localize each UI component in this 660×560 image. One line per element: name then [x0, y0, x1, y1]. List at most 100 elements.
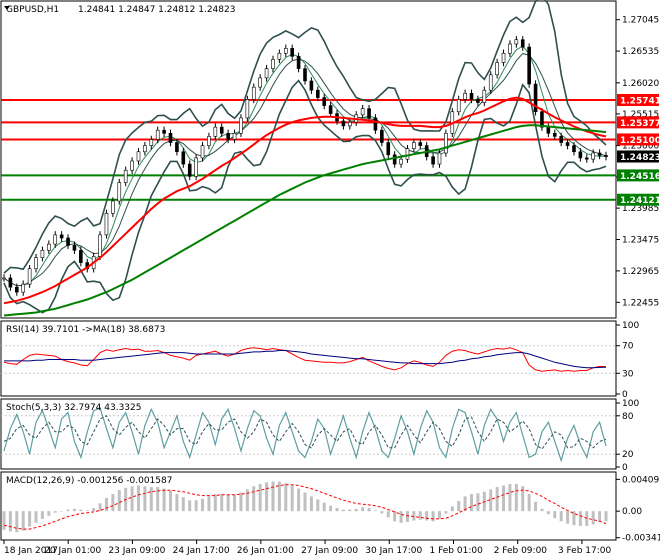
price-tick-label: 1.22455	[622, 298, 659, 308]
macd-histogram-bar	[303, 492, 307, 512]
rsi-line	[3, 347, 607, 372]
candle-body	[316, 89, 320, 98]
candle-body	[296, 56, 301, 69]
time-tick-label: 20 Jan 01:00	[44, 546, 101, 556]
candle-body	[232, 132, 237, 140]
price-tick-label: 1.26535	[622, 47, 659, 57]
candle-body	[15, 286, 19, 293]
candle-body	[72, 245, 77, 251]
macd-histogram-bar	[476, 493, 480, 512]
candle-body	[367, 108, 371, 119]
candle-body	[283, 48, 288, 54]
candle-body	[245, 99, 250, 119]
macd-histogram-bar	[181, 497, 185, 512]
macd-histogram-bar	[566, 511, 570, 524]
macd-histogram-bar	[277, 481, 281, 512]
candle-body	[213, 126, 218, 137]
macd-histogram-bar	[457, 501, 461, 512]
price-tick-label: 1.23985	[622, 204, 659, 214]
candle-body	[520, 39, 525, 48]
candle-body	[572, 145, 576, 153]
support-level-tag	[617, 169, 659, 182]
macd-histogram-bar	[322, 502, 326, 512]
candle-body	[565, 142, 570, 146]
resistance-level-tag	[617, 116, 659, 129]
macd-pane[interactable]	[0, 471, 617, 541]
macd-histogram-bar	[290, 485, 294, 512]
candle-body	[79, 249, 83, 263]
price-tick-label: 1.26020	[622, 79, 659, 89]
ma-fast-line	[3, 45, 607, 287]
candle-body	[200, 145, 205, 159]
candle-body	[136, 151, 141, 162]
candle-body	[264, 68, 269, 79]
macd-histogram-bar	[207, 496, 211, 512]
candle-body	[444, 132, 448, 154]
collapse-arrow-icon[interactable]	[4, 6, 10, 10]
candle-body	[469, 92, 474, 100]
candle-body	[360, 108, 365, 116]
candle-body	[348, 121, 352, 127]
macd-histogram-bar	[386, 511, 390, 518]
time-tick-label: 3 Feb 17:00	[558, 546, 612, 556]
stoch-signal-line	[3, 415, 607, 450]
rsi-pane[interactable]	[0, 320, 617, 397]
macd-histogram-bar	[201, 498, 205, 512]
bollinger-upper-line	[3, 0, 607, 274]
time-tick-label: 2 Feb 09:00	[494, 546, 548, 556]
macd-histogram-bar	[265, 482, 269, 512]
macd-histogram-bar	[508, 483, 512, 512]
macd-histogram-bar	[354, 508, 358, 512]
macd-histogram-bar	[572, 511, 576, 526]
candle-body	[162, 129, 166, 134]
macd-histogram-bar	[85, 510, 89, 512]
macd-tick-label: -0.00341	[622, 534, 660, 544]
price-tick-label: 1.25000	[622, 142, 659, 152]
resistance-level-tag	[617, 93, 659, 106]
candle-body	[437, 152, 442, 165]
level-labels: 1.25741 1.25377 1.25100 1.24516 1.24121 1.248…	[617, 93, 660, 206]
candle-body	[277, 52, 282, 60]
candle-body	[476, 99, 480, 103]
macd-histogram-bar	[540, 508, 544, 512]
candle-body	[501, 52, 506, 63]
candle-body	[271, 59, 275, 69]
candle-body	[8, 277, 13, 288]
candle-body	[117, 182, 122, 202]
macd-tick-label: 0.00409	[622, 475, 659, 485]
candle-body	[104, 213, 109, 236]
candle-body	[495, 62, 499, 76]
macd-histogram-bar	[130, 486, 134, 512]
candle-body	[40, 249, 45, 258]
macd-histogram-bar	[502, 485, 506, 512]
resistance-level-tag	[617, 133, 659, 146]
candle-body	[130, 160, 134, 171]
candle-body	[175, 142, 179, 153]
candle-body	[373, 117, 378, 131]
rsi-tick-label: 100	[622, 321, 639, 331]
time-tick-label: 18 Jan 2017	[4, 546, 58, 556]
macd-histogram-bar	[309, 496, 313, 512]
macd-histogram-bar	[361, 507, 365, 512]
candle-body	[123, 169, 128, 183]
macd-histogram-bar	[136, 485, 140, 512]
candle-body	[187, 163, 192, 177]
time-tick-label: 26 Jan 01:00	[237, 546, 294, 556]
stoch-pane[interactable]	[0, 398, 617, 470]
candle-body	[98, 234, 102, 257]
macd-histogram-bar	[60, 511, 64, 512]
macd-histogram-bar	[111, 494, 115, 512]
macd-histogram-bar	[348, 509, 352, 512]
candle-body	[207, 136, 211, 146]
macd-histogram-bar	[591, 511, 595, 525]
ma-red-line	[3, 96, 607, 305]
chart-title-symbol: GBPUSD,H1	[6, 5, 59, 15]
macd-histogram-bar	[245, 489, 249, 512]
candle-body	[431, 156, 435, 165]
macd-histogram-bar	[72, 508, 76, 512]
macd-histogram-bar	[117, 490, 121, 512]
support-level-tag	[617, 193, 659, 206]
macd-histogram-bar	[104, 497, 108, 512]
